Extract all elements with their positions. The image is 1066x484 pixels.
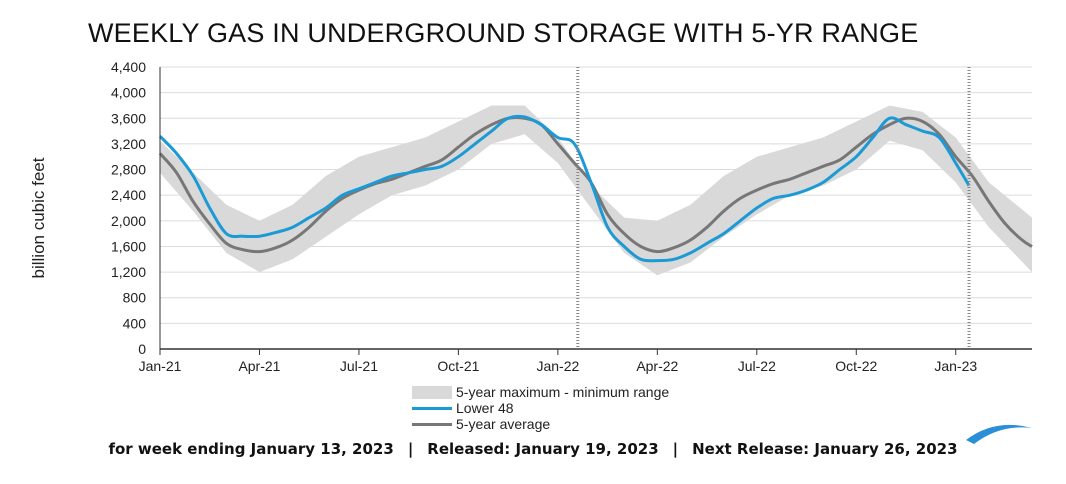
- y-tick-label: 800: [123, 290, 147, 306]
- footer-separator: |: [407, 440, 414, 458]
- footer-released: Released: January 19, 2023: [427, 440, 659, 458]
- y-tick-label: 2,800: [111, 162, 146, 178]
- x-tick-label: Jan-21: [139, 358, 182, 374]
- y-tick-labels: 0 400 800 1,200 1,600 2,000 2,400 2,800 3,200 3,6…: [111, 59, 146, 357]
- legend-item-range: 5-year maximum - minimum range: [412, 384, 669, 400]
- y-tick-label: 4,000: [111, 85, 146, 101]
- chart-title: WEEKLY GAS IN UNDERGROUND STORAGE WITH 5…: [88, 18, 919, 48]
- y-tick-label: 400: [123, 315, 147, 331]
- legend-label-lower48: Lower 48: [456, 400, 514, 416]
- gridlines: [160, 66, 1032, 324]
- x-tick-label: Jul-22: [738, 358, 776, 374]
- y-tick-label: 4,400: [111, 59, 146, 75]
- legend-label-range: 5-year maximum - minimum range: [456, 384, 670, 400]
- x-tick-label: Jan-22: [536, 358, 579, 374]
- range-band-group: [160, 105, 1032, 276]
- legend-item-average: 5-year average: [412, 416, 669, 432]
- x-tick-label: Jul-21: [340, 358, 378, 374]
- y-tick-label: 0: [138, 341, 146, 357]
- legend-label-average: 5-year average: [456, 416, 551, 432]
- lower48-line-group: [158, 114, 971, 263]
- legend-item-lower48: Lower 48: [412, 400, 669, 416]
- lower48-line: [158, 114, 971, 263]
- x-tick-label: Apr-22: [636, 358, 678, 374]
- axes: [159, 67, 1032, 355]
- x-tick-label: Oct-22: [835, 358, 877, 374]
- footer-separator: |: [672, 440, 679, 458]
- legend: 5-year maximum - minimum range Lower 48 …: [412, 384, 669, 432]
- range-band: [160, 105, 1032, 276]
- footer-next-release: Next Release: January 26, 2023: [692, 440, 958, 458]
- legend-swatch-lower48: [412, 406, 452, 410]
- average-line-group: [158, 115, 1033, 254]
- y-tick-label: 2,000: [111, 213, 146, 229]
- legend-swatch-range: [412, 385, 452, 399]
- y-axis-label: billion cubic feet: [29, 157, 48, 278]
- x-tick-label: Jan-23: [934, 358, 977, 374]
- footer-week: for week ending January 13, 2023: [108, 440, 394, 458]
- y-tick-label: 1,200: [111, 264, 146, 280]
- x-tick-labels: Jan-21 Apr-21 Jul-21 Oct-21 Jan-22 Apr-22 Jul-…: [139, 358, 978, 374]
- y-tick-label: 3,600: [111, 110, 146, 126]
- y-tick-label: 3,200: [111, 136, 146, 152]
- y-tick-label: 2,400: [111, 187, 146, 203]
- legend-swatch-average: [412, 422, 452, 426]
- x-tick-label: Apr-21: [238, 358, 280, 374]
- logo-swoosh-icon: [966, 424, 1032, 444]
- year-markers: [576, 67, 971, 349]
- footer: for week ending January 13, 2023 | Release…: [0, 440, 1066, 458]
- x-tick-label: Oct-21: [437, 358, 479, 374]
- average-line: [158, 115, 1033, 254]
- y-tick-label: 1,600: [111, 238, 146, 254]
